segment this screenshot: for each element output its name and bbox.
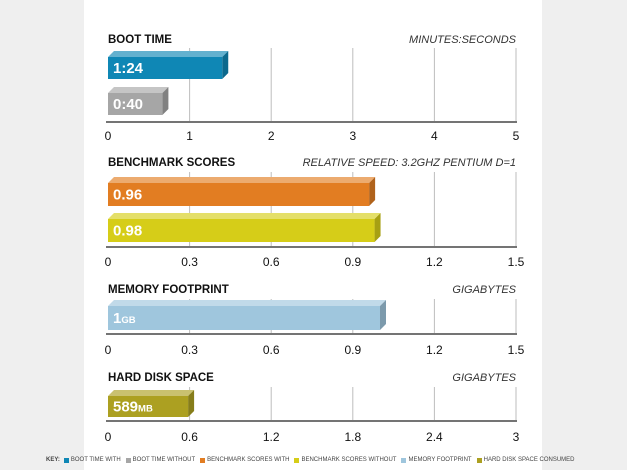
bar-2: 0.98 [108, 213, 381, 242]
bar-1: 0.96 [108, 177, 376, 206]
panel-title: BENCHMARK SCORES [108, 157, 235, 169]
tick-label: 1 [186, 129, 193, 143]
bar-value-label: 1GB [113, 310, 136, 327]
legend-items: BOOT TIME WITH BOOT TIME WITHOUT BENCHMARK… [63, 457, 580, 463]
legend-item: HARD DISK SPACE CONSUMED [476, 457, 575, 463]
tick-label: 1.2 [263, 430, 280, 444]
bar-front-face [108, 93, 163, 115]
bar-1: 1GB [108, 300, 386, 330]
legend-swatch [200, 457, 206, 463]
tick-label: 1.2 [426, 255, 443, 269]
tick-label: 1.2 [426, 343, 443, 357]
legend-swatch [401, 457, 407, 463]
legend-label: MEMORY FOOTPRINT [408, 457, 472, 463]
tick-label: 3 [349, 129, 356, 143]
panel-title: BOOT TIME [108, 34, 172, 46]
tick-label: 0.3 [181, 343, 198, 357]
legend-label: BOOT TIME WITH [70, 457, 121, 463]
bar-value-label: 0.98 [113, 223, 142, 240]
tick-label: 4 [431, 129, 438, 143]
chart-svg: BOOT TIME MINUTES:SECONDS 1:24 0:40 0 1 2 3 4 5 BE… [105, 34, 525, 444]
chart-panel-1: BOOT TIME MINUTES:SECONDS 1:24 0:40 0 1 2 3 4 5 [105, 34, 520, 143]
chart-legend: KEY: BOOT TIME WITH BOOT TIME WITHOUT BENC… [0, 452, 627, 468]
bar-side-face [162, 87, 169, 115]
tick-label: 2.4 [426, 430, 443, 444]
bar-2: 0:40 [108, 87, 169, 115]
bar-top-face [108, 213, 381, 219]
panel-unit-label: GIGABYTES [452, 284, 516, 296]
tick-label: 0 [105, 430, 112, 444]
legend-swatch [125, 457, 131, 463]
legend-label: HARD DISK SPACE CONSUMED [483, 457, 575, 463]
bar-front-face [108, 396, 189, 417]
tick-label: 0.6 [263, 255, 280, 269]
tick-label: 2 [268, 129, 275, 143]
bar-value-label: 0.96 [113, 187, 142, 204]
bar-side-face [188, 390, 195, 417]
tick-label: 1.5 [508, 255, 525, 269]
bar-side-face [222, 51, 229, 79]
tick-label: 5 [513, 129, 520, 143]
bar-top-face [108, 87, 169, 93]
bar-front-face [108, 219, 375, 242]
tick-label: 0.6 [181, 430, 198, 444]
bar-top-face [108, 51, 229, 57]
legend-label: BENCHMARK SCORES WITH [207, 457, 290, 463]
bar-value-label: 0:40 [113, 96, 143, 113]
tick-label: 0.9 [344, 255, 361, 269]
panel-unit-label: RELATIVE SPEED: 3.2GHZ PENTIUM D=1 [303, 157, 516, 169]
tick-label: 0.6 [263, 343, 280, 357]
tick-label: 0 [105, 129, 112, 143]
panel-unit-label: GIGABYTES [452, 372, 516, 384]
legend-label: BOOT TIME WITHOUT [132, 457, 196, 463]
tick-label: 1.5 [508, 343, 525, 357]
tick-label: 0 [105, 343, 112, 357]
panel-title: HARD DISK SPACE [108, 372, 214, 384]
legend-title: KEY: [46, 457, 60, 463]
chart-figure: BOOT TIME MINUTES:SECONDS 1:24 0:40 0 1 2 3 4 5 BE… [84, 0, 542, 470]
tick-label: 0.9 [344, 343, 361, 357]
bar-front-face [108, 306, 380, 330]
chart-panel-2: BENCHMARK SCORES RELATIVE SPEED: 3.2GHZ P… [105, 157, 525, 269]
bar-front-face [108, 183, 370, 206]
bar-value-label: 589MB [113, 399, 153, 416]
legend-item: BOOT TIME WITHOUT [125, 457, 196, 463]
bar-top-face [108, 177, 376, 183]
legend-label: BENCHMARK SCORES WITHOUT [301, 457, 397, 463]
legend-item: MEMORY FOOTPRINT [401, 457, 472, 463]
panel-title: MEMORY FOOTPRINT [108, 284, 229, 296]
bar-1: 1:24 [108, 51, 229, 79]
bar-front-face [108, 57, 223, 79]
bar-1: 589MB [108, 390, 195, 417]
tick-label: 0.3 [181, 255, 198, 269]
legend-item: BOOT TIME WITH [63, 457, 121, 463]
legend-swatch [476, 457, 482, 463]
tick-label: 0 [105, 255, 112, 269]
bar-top-face [108, 390, 195, 396]
legend-item: BENCHMARK SCORES WITHOUT [294, 457, 396, 463]
bar-side-face [380, 300, 386, 330]
tick-label: 3 [513, 430, 520, 444]
legend-swatch [63, 457, 69, 463]
bar-top-face [108, 300, 386, 306]
panel-unit-label: MINUTES:SECONDS [409, 34, 517, 46]
tick-label: 1.8 [344, 430, 361, 444]
legend-item: BENCHMARK SCORES WITH [200, 457, 289, 463]
bar-side-face [369, 177, 376, 206]
chart-panel-3: MEMORY FOOTPRINT GIGABYTES 1GB 0 0.3 0.6 0.9 1.… [105, 284, 525, 357]
bar-side-face [374, 213, 381, 242]
bar-value-label: 1:24 [113, 60, 144, 77]
legend-swatch [294, 457, 300, 463]
